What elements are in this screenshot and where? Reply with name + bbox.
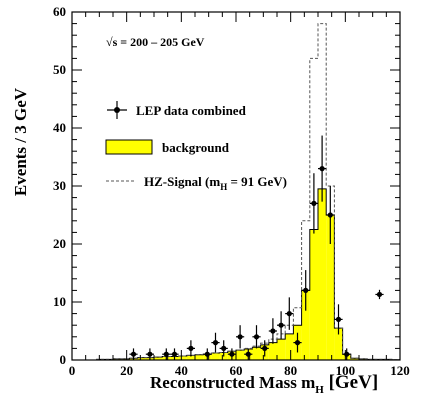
data-point-marker xyxy=(253,334,260,340)
background-bar xyxy=(195,354,204,360)
data-point-marker xyxy=(147,351,153,357)
legend-signal-label-tail: = 91 GeV) xyxy=(227,174,287,189)
legend-signal-label-sub: H xyxy=(220,182,227,192)
data-point xyxy=(227,348,236,360)
data-point-marker xyxy=(229,351,235,357)
y-tick-label: 10 xyxy=(53,294,66,309)
legend-signal-label-main: HZ-Signal (m xyxy=(144,174,220,189)
data-point-marker xyxy=(327,212,333,218)
x-tick-label: 60 xyxy=(230,363,243,378)
x-tick-label: 40 xyxy=(175,363,188,378)
data-point xyxy=(219,340,228,357)
data-point xyxy=(170,348,179,360)
y-tick-label: 30 xyxy=(53,178,66,193)
background-bar xyxy=(178,355,187,360)
data-point-marker xyxy=(262,345,268,351)
data-point-marker xyxy=(376,291,383,298)
data-point xyxy=(252,325,261,349)
background-bar xyxy=(285,333,294,360)
background-bar xyxy=(326,215,335,360)
data-point xyxy=(277,311,286,340)
data-point xyxy=(301,270,310,311)
data-point xyxy=(285,297,294,330)
legend-background-label: background xyxy=(162,140,230,155)
x-axis-label-sub: H xyxy=(315,384,324,396)
data-point xyxy=(268,318,277,344)
background-bar xyxy=(334,328,343,360)
y-tick-label: 50 xyxy=(53,62,66,77)
x-axis-label-unit: [GeV] xyxy=(324,372,378,393)
data-point-marker xyxy=(270,328,276,334)
x-tick-label: 120 xyxy=(390,363,410,378)
background-outline xyxy=(96,188,401,361)
x-tick-label: 100 xyxy=(336,363,356,378)
y-tick-label: 0 xyxy=(60,352,67,367)
axes-layer: 0 20 40 60 80 100 120 0 10 20 30 40 50 60 xyxy=(53,4,410,378)
background-bar xyxy=(318,188,327,360)
data-point-marker xyxy=(171,351,178,357)
x-axis-label: Reconstructed Mass mH [GeV] xyxy=(150,372,378,396)
data-point xyxy=(129,348,138,360)
data-point-marker xyxy=(130,351,137,357)
background-bar xyxy=(186,355,195,360)
data-point xyxy=(326,186,335,244)
data-point xyxy=(375,289,384,300)
data-point-marker xyxy=(212,340,219,346)
background-bar xyxy=(137,357,146,360)
data-points-layer xyxy=(129,135,384,360)
signal-step-line xyxy=(96,23,401,361)
legend-background-swatch xyxy=(105,139,153,155)
data-point-marker xyxy=(294,340,301,346)
x-axis-label-main: Reconstructed Mass m xyxy=(150,373,315,392)
data-point xyxy=(260,340,269,357)
data-point xyxy=(318,135,327,202)
x-tick-label: 80 xyxy=(284,363,297,378)
data-point-marker xyxy=(278,322,284,328)
data-point xyxy=(334,304,343,335)
x-tick-label: 0 xyxy=(69,363,76,378)
data-point xyxy=(211,332,220,353)
y-tick-label: 40 xyxy=(53,120,66,135)
data-point-marker xyxy=(311,200,317,206)
data-point xyxy=(293,332,302,353)
data-point-marker xyxy=(319,166,325,172)
background-bar xyxy=(236,350,245,360)
background-bar xyxy=(277,339,286,360)
data-point-marker xyxy=(335,316,342,322)
data-point-marker xyxy=(237,334,243,340)
background-bar xyxy=(350,358,359,360)
background-bar xyxy=(309,229,318,360)
data-point-marker xyxy=(221,345,227,351)
background-bar xyxy=(211,353,220,360)
histogram-layer xyxy=(96,23,401,361)
data-point xyxy=(309,173,318,234)
legend-data-symbol xyxy=(107,101,127,119)
data-point-marker xyxy=(188,345,194,351)
background-bar xyxy=(154,357,163,360)
background-bar xyxy=(252,347,261,360)
legend-data-label: LEP data combined xyxy=(136,103,247,118)
y-tick-label: 20 xyxy=(53,236,66,251)
data-point-marker xyxy=(303,287,309,293)
energy-annotation-value: = 200 – 205 GeV xyxy=(117,35,204,49)
energy-annotation-prefix: √s xyxy=(106,35,118,49)
y-tick-label: 60 xyxy=(53,4,66,19)
data-point xyxy=(186,340,195,357)
y-axis-label: Events / 3 GeV xyxy=(11,87,30,196)
x-tick-label: 20 xyxy=(120,363,133,378)
background-bar xyxy=(268,342,277,360)
data-point-marker xyxy=(286,311,292,317)
data-point xyxy=(145,348,154,360)
energy-annotation: √s = 200 – 205 GeV xyxy=(106,35,205,49)
legend-signal-label: HZ-Signal (mH = 91 GeV) xyxy=(144,174,287,192)
background-bar xyxy=(301,290,310,360)
legend: LEP data combined background HZ-Signal (… xyxy=(105,101,287,192)
data-point xyxy=(236,325,245,349)
